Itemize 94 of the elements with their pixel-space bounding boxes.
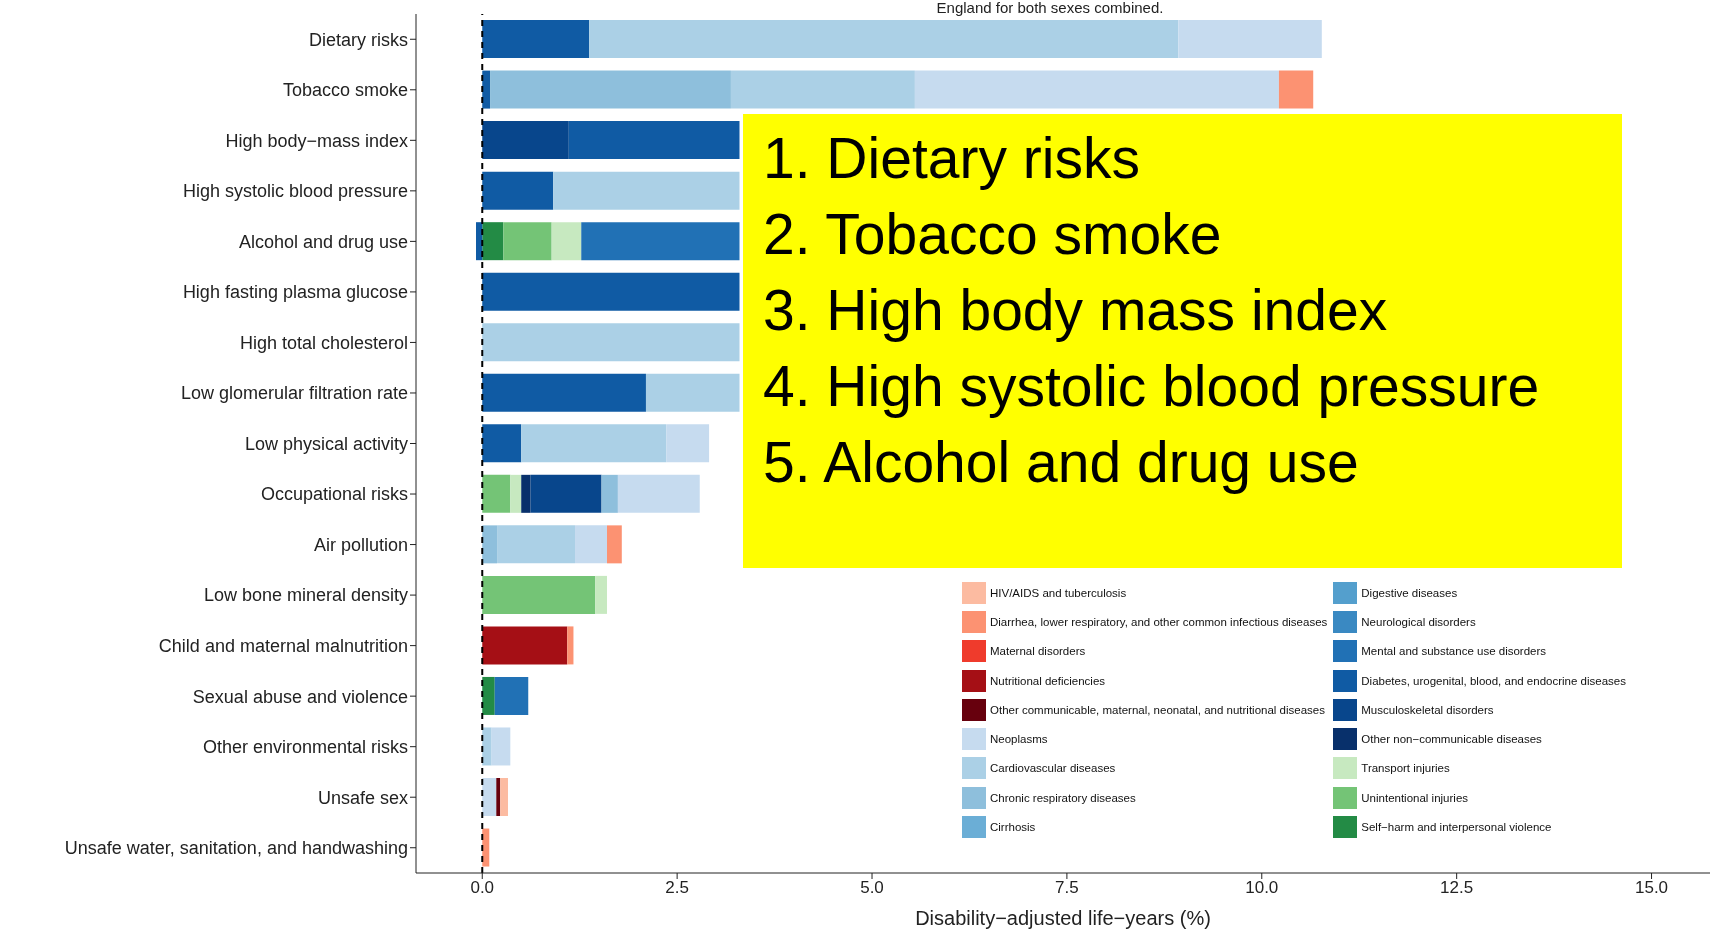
legend-label: Neurological disorders xyxy=(1361,615,1476,628)
bar xyxy=(666,424,710,463)
bar xyxy=(491,727,511,766)
y-tick-label: Tobacco smoke xyxy=(282,80,408,101)
bar xyxy=(595,575,607,614)
annotation: 3. High body mass index xyxy=(763,277,1389,344)
bar xyxy=(482,20,590,59)
legend-label: Chronic respiratory diseases xyxy=(990,791,1136,804)
bar xyxy=(521,424,667,463)
x-tick-label: 0.0 xyxy=(470,878,495,898)
bar xyxy=(601,474,618,513)
legend-label: Diarrhea, lower respiratory, and other common infectious diseases xyxy=(990,615,1328,628)
y-tick-label: Dietary risks xyxy=(308,29,408,50)
bar xyxy=(494,676,529,715)
bar xyxy=(645,373,740,412)
x-tick-label: 5.0 xyxy=(860,878,884,898)
y-tick-label: Child and maternal malnutrition xyxy=(158,636,408,657)
annotation: 1. Dietary risks xyxy=(763,125,1141,192)
legend-label: Neoplasms xyxy=(990,733,1048,746)
bar xyxy=(568,121,740,160)
bar xyxy=(482,272,740,311)
bar xyxy=(482,575,596,614)
legend-label: Other non−communicable diseases xyxy=(1361,733,1542,746)
bar xyxy=(482,727,492,766)
bar xyxy=(482,373,646,412)
legend-label: Maternal disorders xyxy=(990,645,1086,658)
annotation: 4. High systolic blood pressure xyxy=(763,353,1541,420)
bar xyxy=(567,626,574,665)
bar xyxy=(553,171,740,210)
y-tick-label: Occupational risks xyxy=(260,484,408,505)
bar xyxy=(482,70,491,109)
legend-label: Diabetes, urogenital, blood, and endocrine diseases xyxy=(1361,674,1626,687)
bar xyxy=(482,676,495,715)
x-tick-label: 15.0 xyxy=(1634,878,1669,898)
y-tick-label: High fasting plasma glucose xyxy=(182,282,408,303)
y-tick-label: Low bone mineral density xyxy=(203,585,408,606)
legend-label: Cardiovascular diseases xyxy=(990,762,1116,775)
y-tick-label: Unsafe sex xyxy=(317,787,408,808)
annotation: 2. Tobacco smoke xyxy=(763,201,1223,268)
bar xyxy=(496,778,501,816)
annotation: 5. Alcohol and drug use xyxy=(763,429,1360,496)
bar xyxy=(482,424,522,463)
bar xyxy=(482,323,740,362)
y-tick-label: Low glomerular filtration rate xyxy=(180,383,408,404)
x-tick-label: 12.5 xyxy=(1440,878,1474,898)
bar xyxy=(503,222,552,261)
legend-label: Musculoskeletal disorders xyxy=(1361,703,1494,716)
bar xyxy=(575,525,607,564)
bar xyxy=(914,70,1279,109)
bar xyxy=(581,222,740,261)
x-tick-label: 10.0 xyxy=(1245,878,1279,898)
bar xyxy=(730,70,915,109)
y-tick-label: Air pollution xyxy=(313,534,408,555)
legend-label: Mental and substance use disorders xyxy=(1361,645,1547,658)
bar xyxy=(500,778,508,816)
bar xyxy=(482,222,504,261)
x-tick-label: 2.5 xyxy=(665,878,689,898)
bar xyxy=(482,171,554,210)
bar xyxy=(551,222,582,261)
bar xyxy=(617,474,700,513)
bar xyxy=(490,70,731,109)
bar xyxy=(521,474,531,513)
x-tick-label: 7.5 xyxy=(1055,878,1079,898)
bar xyxy=(482,626,568,665)
bar xyxy=(482,828,490,867)
y-tick-label: Alcohol and drug use xyxy=(238,231,408,252)
bar xyxy=(482,121,569,160)
legend-label: Nutritional deficiencies xyxy=(990,674,1106,687)
y-tick-label: High total cholesterol xyxy=(239,332,408,353)
y-tick-label: High systolic blood pressure xyxy=(182,181,408,202)
y-tick-label: Unsafe water, sanitation, and handwashing xyxy=(64,838,408,859)
bar xyxy=(530,474,602,513)
x-axis-title: Disability−adjusted life−years (%) xyxy=(915,907,1211,929)
chart-title: England for both sexes combined. xyxy=(935,0,1165,16)
legend-label: Cirrhosis xyxy=(990,821,1036,834)
bar xyxy=(1178,20,1322,59)
bar xyxy=(497,525,576,564)
bar xyxy=(482,474,511,513)
bar xyxy=(589,20,1179,59)
bar xyxy=(510,474,522,513)
legend-label: Unintentional injuries xyxy=(1361,791,1469,804)
y-tick-label: Low physical activity xyxy=(244,433,408,454)
legend-label: Self−harm and interpersonal violence xyxy=(1361,821,1552,834)
legend-label: Transport injuries xyxy=(1361,762,1450,775)
y-tick-label: High body−mass index xyxy=(225,130,408,151)
bar xyxy=(482,525,498,564)
bar xyxy=(1278,70,1314,109)
bar xyxy=(482,778,497,816)
legend-label: Digestive diseases xyxy=(1361,586,1458,599)
legend-label: Other communicable, maternal, neonatal, and nutritional diseases xyxy=(990,703,1325,716)
y-tick-label: Other environmental risks xyxy=(202,737,408,758)
legend-label: HIV/AIDS and tuberculosis xyxy=(990,586,1127,599)
bar xyxy=(606,525,622,564)
y-tick-label: Sexual abuse and violence xyxy=(192,686,408,707)
